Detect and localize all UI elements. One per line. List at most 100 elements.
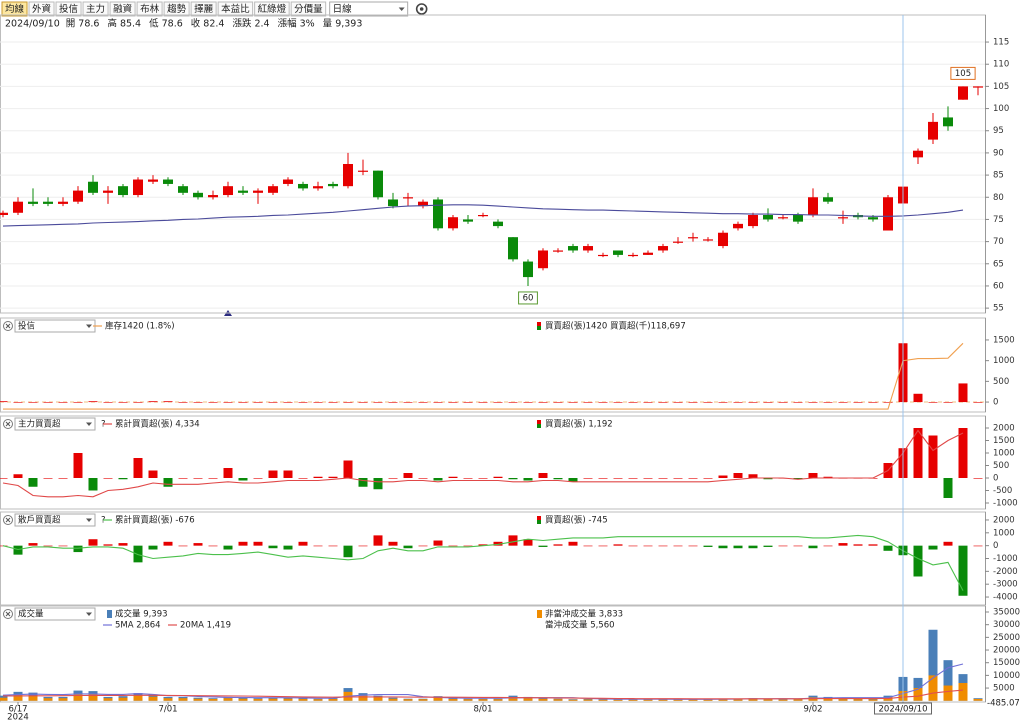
bar [628,545,638,547]
close-panel-x[interactable] [5,323,11,329]
y-tick-label: 105 [993,82,1009,92]
period-select[interactable] [329,1,409,17]
bar [223,468,233,478]
bar [403,402,413,403]
legend-label: 成交量 9,393 [115,609,168,620]
candle-body [703,239,713,241]
tab[interactable] [55,1,82,17]
legend-swatch [537,322,541,326]
tab-label[interactable]: 融資 [113,3,133,15]
candle-body [28,201,38,204]
bar [973,698,983,701]
gear-ring[interactable] [415,3,428,15]
indicator-select-label[interactable]: 投信 [18,321,36,332]
y-tick-label: -500 [993,486,1012,496]
indicator-select-arrow[interactable] [86,324,92,329]
price-annotation-box [950,66,976,80]
tab-label[interactable]: 分價量 [294,3,323,15]
bar [208,478,218,479]
bar [148,696,158,701]
tab-label[interactable]: 投信 [59,3,78,15]
tab[interactable] [136,1,163,17]
bar [268,402,278,403]
tab[interactable] [28,1,55,17]
tab-label[interactable]: 外資 [32,3,52,15]
bar [673,402,683,403]
bar [463,699,473,701]
bar [448,545,458,547]
tab-label[interactable]: 主力 [86,3,105,15]
tab[interactable] [217,1,254,17]
candle-body [148,179,158,182]
tab-label[interactable]: 本益比 [221,3,250,15]
indicator-line [2,429,964,498]
bar [628,402,638,403]
bar [538,473,548,478]
bar [73,453,83,478]
tab[interactable] [190,1,217,17]
y-tick-label: 2000 [993,515,1015,525]
indicator-select-label[interactable]: 散戶買賣超 [18,515,61,526]
candle-body [478,214,488,217]
tab-label[interactable]: 布林 [140,3,160,15]
close-panel-x[interactable] [5,611,11,617]
bar [403,699,413,701]
bar [493,699,503,701]
indicator-select[interactable] [14,417,96,431]
gear-hub[interactable] [419,7,424,11]
candle-body [523,261,533,278]
indicator-select-label[interactable]: 成交量 [18,609,44,620]
tab[interactable] [82,1,109,17]
crosshair-date-box [874,702,932,715]
bar [808,545,818,549]
period-label[interactable]: 日線 [333,3,353,15]
candle-body [283,179,293,184]
tab[interactable] [109,1,136,17]
bar [508,478,518,480]
bar [748,402,758,403]
y-tick-label: 110 [993,60,1009,70]
close-panel-x[interactable] [5,421,11,427]
candle-body [358,170,368,172]
bar [223,402,233,403]
bar [553,402,563,403]
bar [463,478,473,479]
bar [13,695,23,701]
bar [763,699,773,701]
candle-body [658,246,668,251]
tab[interactable] [254,1,290,17]
y-tick-label: 0 [993,398,998,408]
indicator-select-label[interactable]: 主力買賣超 [18,419,61,430]
tab-label[interactable]: 均線 [5,3,25,15]
bar [913,428,923,478]
tab[interactable] [163,1,190,17]
bar [838,699,848,701]
period-arrow[interactable] [398,7,405,12]
bar [823,698,833,701]
candle-body [238,190,248,193]
candle-body [508,237,518,260]
legend-label: 累計買賣超(張) -676 [115,515,195,526]
indicator-select[interactable] [14,607,96,621]
tab[interactable] [1,1,28,17]
close-panel-x[interactable] [5,517,11,523]
tab-label[interactable]: 紅綠燈 [258,3,287,15]
tab-label[interactable]: 擇麗 [194,3,214,15]
bar [193,402,203,403]
candle-body [253,190,263,193]
indicator-select[interactable] [14,513,96,527]
indicator-select-arrow[interactable] [86,518,92,523]
indicator-select-arrow[interactable] [86,422,92,427]
info-label: 開 [66,19,76,30]
tab-label[interactable]: 趨勢 [167,3,187,15]
info-label: 低 [149,18,159,30]
indicator-select-arrow[interactable] [86,612,92,617]
bar [793,402,803,403]
settings-gear[interactable] [415,3,428,15]
y-tick-label: 75 [993,215,1004,225]
tab[interactable] [290,1,327,17]
candle-body [883,197,893,231]
bar [688,402,698,403]
bar [148,470,158,478]
bar [613,699,623,701]
